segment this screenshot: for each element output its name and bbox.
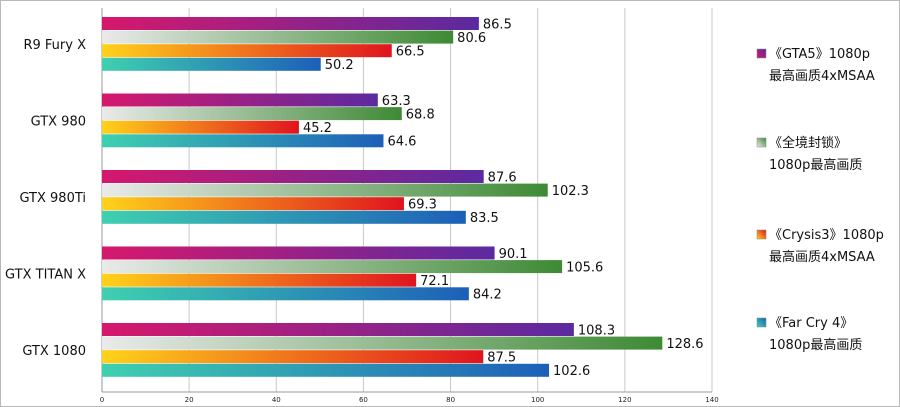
data-label: 63.3 (382, 94, 411, 109)
data-label: 108.3 (578, 323, 615, 338)
x-tick-label: 140 (705, 396, 718, 404)
bar (102, 44, 392, 58)
category-label: GTX 980 (31, 115, 86, 130)
data-label: 64.6 (387, 135, 416, 150)
bar (102, 30, 454, 44)
x-tick-label: 120 (618, 396, 631, 404)
data-label: 84.2 (473, 288, 502, 303)
legend-swatch (756, 317, 767, 328)
category-label: GTX TITAN X (5, 268, 86, 283)
legend-entry-text: 最高画质4xMSAA (769, 249, 875, 265)
bar (102, 197, 404, 211)
legend-swatch (756, 48, 767, 59)
legend-swatch (756, 229, 767, 240)
bar (102, 260, 563, 274)
bar (102, 350, 484, 364)
legend-entry-text: 《Far Cry 4》 (769, 316, 853, 331)
bar (102, 57, 321, 71)
bar (102, 273, 417, 287)
data-label: 87.5 (487, 351, 516, 366)
bar (102, 363, 550, 377)
legend-entry-text: 最高画质4xMSAA (769, 68, 875, 84)
bar (102, 134, 384, 148)
category-label: R9 Fury X (23, 38, 86, 53)
bar (102, 93, 378, 107)
bar (102, 246, 495, 260)
x-tick-label: 60 (359, 396, 368, 404)
bar (102, 107, 402, 121)
legend-entry-text: 1080p最高画质 (769, 337, 862, 353)
data-label: 105.6 (566, 260, 603, 275)
bar (102, 17, 479, 30)
bar (102, 210, 466, 224)
x-tick-label: 80 (446, 396, 455, 404)
legend-entry-text: 1080p最高画质 (769, 157, 862, 173)
bar (102, 287, 469, 301)
bar (102, 336, 663, 350)
x-tick-label: 20 (185, 396, 194, 404)
legend-entry-text: 《Crysis3》1080p (769, 228, 884, 243)
data-label: 80.6 (457, 31, 486, 46)
bar (102, 170, 484, 183)
legend-entry-text: 《GTA5》1080p (769, 47, 870, 62)
data-label: 45.2 (303, 121, 332, 136)
category-label: GTX 980Ti (19, 191, 86, 206)
bar (102, 120, 299, 134)
data-label: 90.1 (499, 247, 528, 262)
data-label: 102.3 (552, 184, 589, 199)
data-label: 68.8 (406, 107, 435, 122)
data-label: 86.5 (483, 17, 512, 32)
x-tick-label: 100 (531, 396, 544, 404)
category-label: GTX 1080 (22, 344, 86, 359)
data-label: 87.6 (488, 170, 517, 185)
data-label: 83.5 (470, 211, 499, 226)
legend-swatch (756, 137, 767, 148)
data-label: 66.5 (396, 45, 425, 60)
bar (102, 183, 548, 197)
data-label: 69.3 (408, 198, 437, 213)
bar (102, 323, 574, 336)
data-label: 72.1 (420, 274, 449, 289)
data-label: 102.6 (553, 364, 590, 379)
data-label: 50.2 (325, 58, 354, 73)
legend-entry-text: 《全境封锁》 (769, 135, 847, 151)
x-tick-label: 0 (100, 396, 104, 404)
data-label: 128.6 (666, 337, 703, 352)
x-tick-label: 40 (272, 396, 281, 404)
